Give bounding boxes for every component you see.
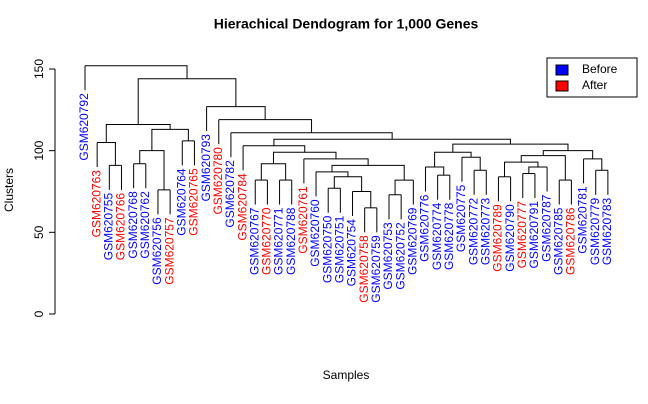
leaf-label: GSM620760 xyxy=(308,199,322,267)
merge xyxy=(139,150,165,190)
leaf-label: GSM620781 xyxy=(576,186,590,254)
merge xyxy=(206,106,266,120)
x-axis-label: Samples xyxy=(323,368,370,382)
leaf-label: GSM620756 xyxy=(150,217,164,285)
leaf-label: GSM620791 xyxy=(527,201,541,269)
leaf-label: GSM620792 xyxy=(77,93,91,161)
leaf-label: GSM620788 xyxy=(284,207,298,275)
merge xyxy=(303,158,369,166)
merge xyxy=(333,176,363,192)
leaf-label: GSM620767 xyxy=(247,207,261,275)
merge xyxy=(583,158,603,171)
merge xyxy=(137,78,237,125)
merge xyxy=(243,145,306,153)
leaf-label: GSM620750 xyxy=(320,215,334,283)
merge xyxy=(542,150,594,159)
leaf-label: GSM620780 xyxy=(211,147,225,215)
leaf-label: GSM620774 xyxy=(430,202,444,270)
leaf-label: GSM620762 xyxy=(138,191,152,259)
y-tick-label: 100 xyxy=(32,140,46,160)
leaf-label: GSM620776 xyxy=(418,194,432,262)
merge xyxy=(434,151,472,167)
leaf-label: GSM620766 xyxy=(114,193,128,261)
leaf-label: GSM620763 xyxy=(89,170,103,238)
merge xyxy=(105,124,171,143)
leaf-label: GSM620775 xyxy=(454,184,468,252)
legend-swatch xyxy=(555,64,569,76)
chart-title: Hierachical Dendogram for 1,000 Genes xyxy=(214,16,479,32)
y-tick-label: 0 xyxy=(32,310,46,317)
leaf-label: GSM620759 xyxy=(369,235,383,303)
merge xyxy=(151,128,189,151)
merge xyxy=(504,161,539,177)
leaf-label: GSM620789 xyxy=(491,204,505,272)
merge xyxy=(218,119,313,133)
leaf-label: GSM620768 xyxy=(126,191,140,259)
merge xyxy=(230,132,393,140)
leaf-label: GSM620790 xyxy=(503,204,517,272)
leaf-label: GSM620786 xyxy=(564,207,578,275)
y-tick-label: 150 xyxy=(32,59,46,79)
leaf-label: GSM620754 xyxy=(345,219,359,287)
leaf-label: GSM620778 xyxy=(442,202,456,270)
leaf-label: GSM620769 xyxy=(405,207,419,275)
leaf-label: GSM620771 xyxy=(272,207,286,275)
merge xyxy=(85,65,188,79)
merge xyxy=(272,151,337,164)
leaf-label: GSM620773 xyxy=(478,197,492,265)
leaf-label: GSM620753 xyxy=(381,222,395,290)
merge xyxy=(528,166,548,174)
leaf-label: GSM620755 xyxy=(101,193,115,261)
merge xyxy=(394,179,414,195)
leaf-label: GSM620793 xyxy=(199,134,213,202)
merge xyxy=(331,164,405,181)
y-axis-label: Clusters xyxy=(2,168,16,212)
leaf-label: GSM620761 xyxy=(296,186,310,254)
merge xyxy=(461,156,481,171)
merge xyxy=(352,191,372,208)
legend-swatch xyxy=(555,80,569,92)
leaf-label: GSM620784 xyxy=(235,173,249,241)
leaf-label: GSM620752 xyxy=(393,222,407,290)
merge xyxy=(425,166,445,176)
legend-label: After xyxy=(582,78,607,92)
leaf-label: GSM620765 xyxy=(187,168,201,236)
leaf-label: GSM620782 xyxy=(223,160,237,228)
leaf-label: GSM620764 xyxy=(174,168,188,236)
leaf-label: GSM620772 xyxy=(466,197,480,265)
leaf-label: GSM620758 xyxy=(357,235,371,303)
y-tick-label: 50 xyxy=(32,225,46,239)
leaf-label: GSM620770 xyxy=(260,207,274,275)
merge xyxy=(260,163,287,181)
leaf-label: GSM620777 xyxy=(515,201,529,269)
leaf-label: GSM620757 xyxy=(162,217,176,285)
leaf-label: GSM620785 xyxy=(551,207,565,275)
merge xyxy=(273,138,511,146)
legend-label: Before xyxy=(582,62,618,76)
merge xyxy=(316,171,349,177)
leaf-label: GSM620751 xyxy=(333,215,347,283)
leaf-label: GSM620783 xyxy=(600,197,614,265)
merge xyxy=(520,155,566,181)
merge xyxy=(97,142,116,166)
leaf-label: GSM620779 xyxy=(588,197,602,265)
leaf-label: GSM620787 xyxy=(539,194,553,262)
